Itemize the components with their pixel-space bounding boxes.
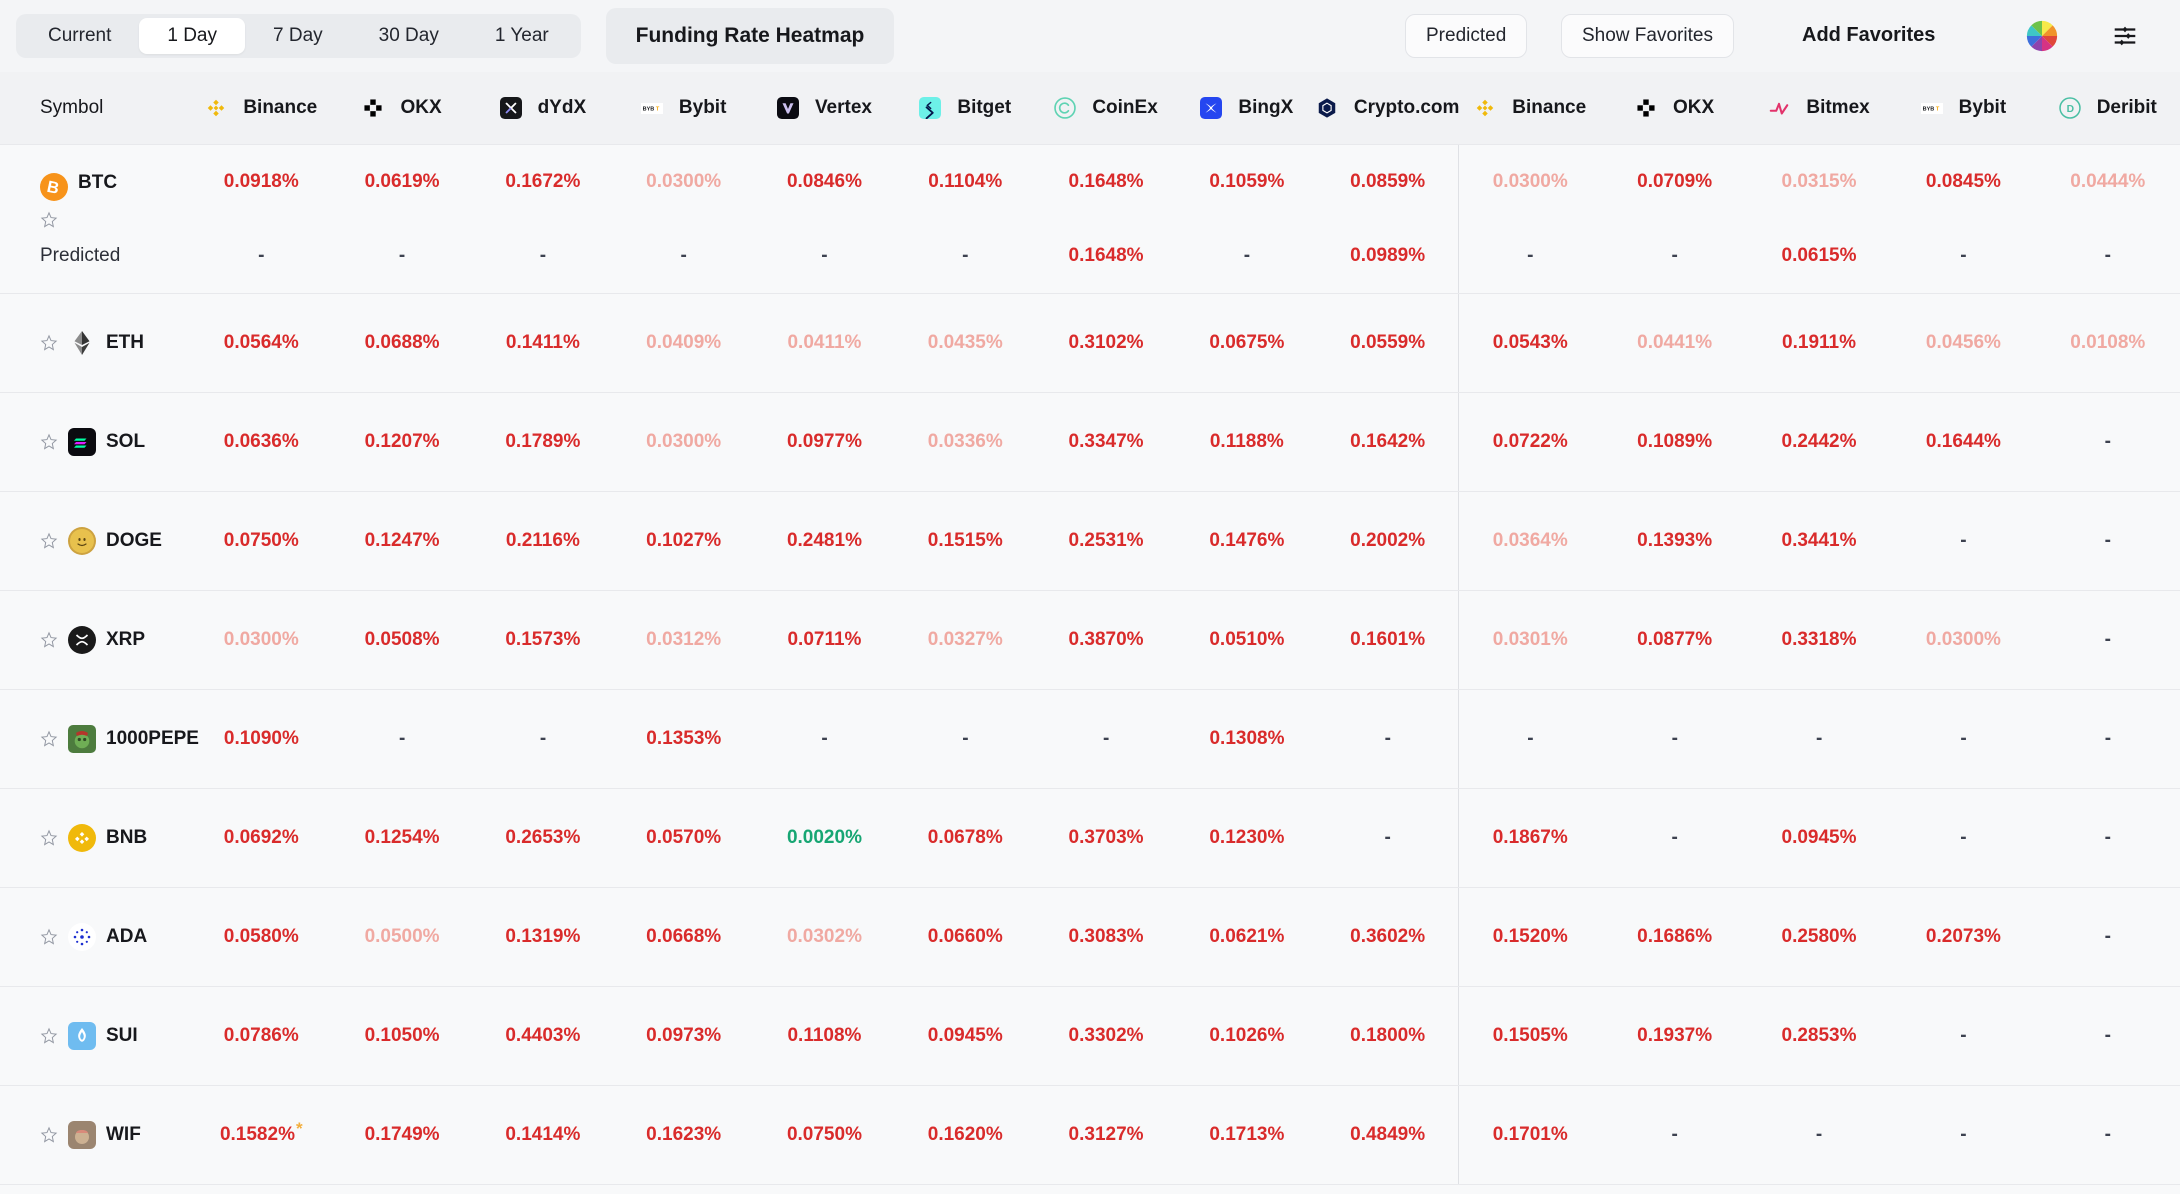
svg-text:BYB: BYB — [1922, 106, 1934, 112]
svg-text:D: D — [2066, 104, 2073, 115]
svg-text:BYB: BYB — [643, 106, 655, 112]
